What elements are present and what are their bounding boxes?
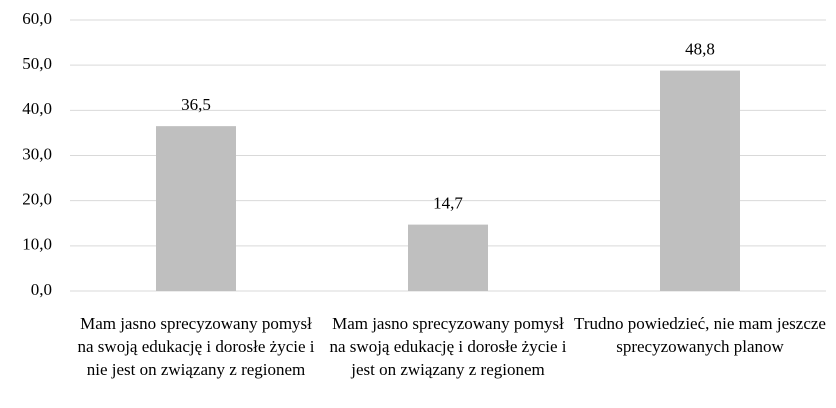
y-tick-label: 40,0 xyxy=(22,99,52,118)
x-tick-label: Mam jasno sprecyzowany pomysł na swoją e… xyxy=(329,314,567,379)
value-label: 48,8 xyxy=(685,39,715,58)
bar xyxy=(660,70,740,291)
value-label: 14,7 xyxy=(433,194,463,213)
x-tick-label: Trudno powiedzieć, nie mam jeszcze sprec… xyxy=(574,314,826,356)
y-tick-label: 60,0 xyxy=(22,9,52,28)
y-tick-label: 20,0 xyxy=(22,190,52,209)
y-tick-label: 50,0 xyxy=(22,54,52,73)
y-tick-label: 30,0 xyxy=(22,144,52,163)
x-tick-label: Mam jasno sprecyzowany pomysł na swoją e… xyxy=(77,314,315,379)
bar xyxy=(408,224,488,291)
y-tick-label: 0,0 xyxy=(31,280,52,299)
y-tick-label: 10,0 xyxy=(22,235,52,254)
bar xyxy=(156,126,236,292)
value-label: 36,5 xyxy=(181,95,211,114)
